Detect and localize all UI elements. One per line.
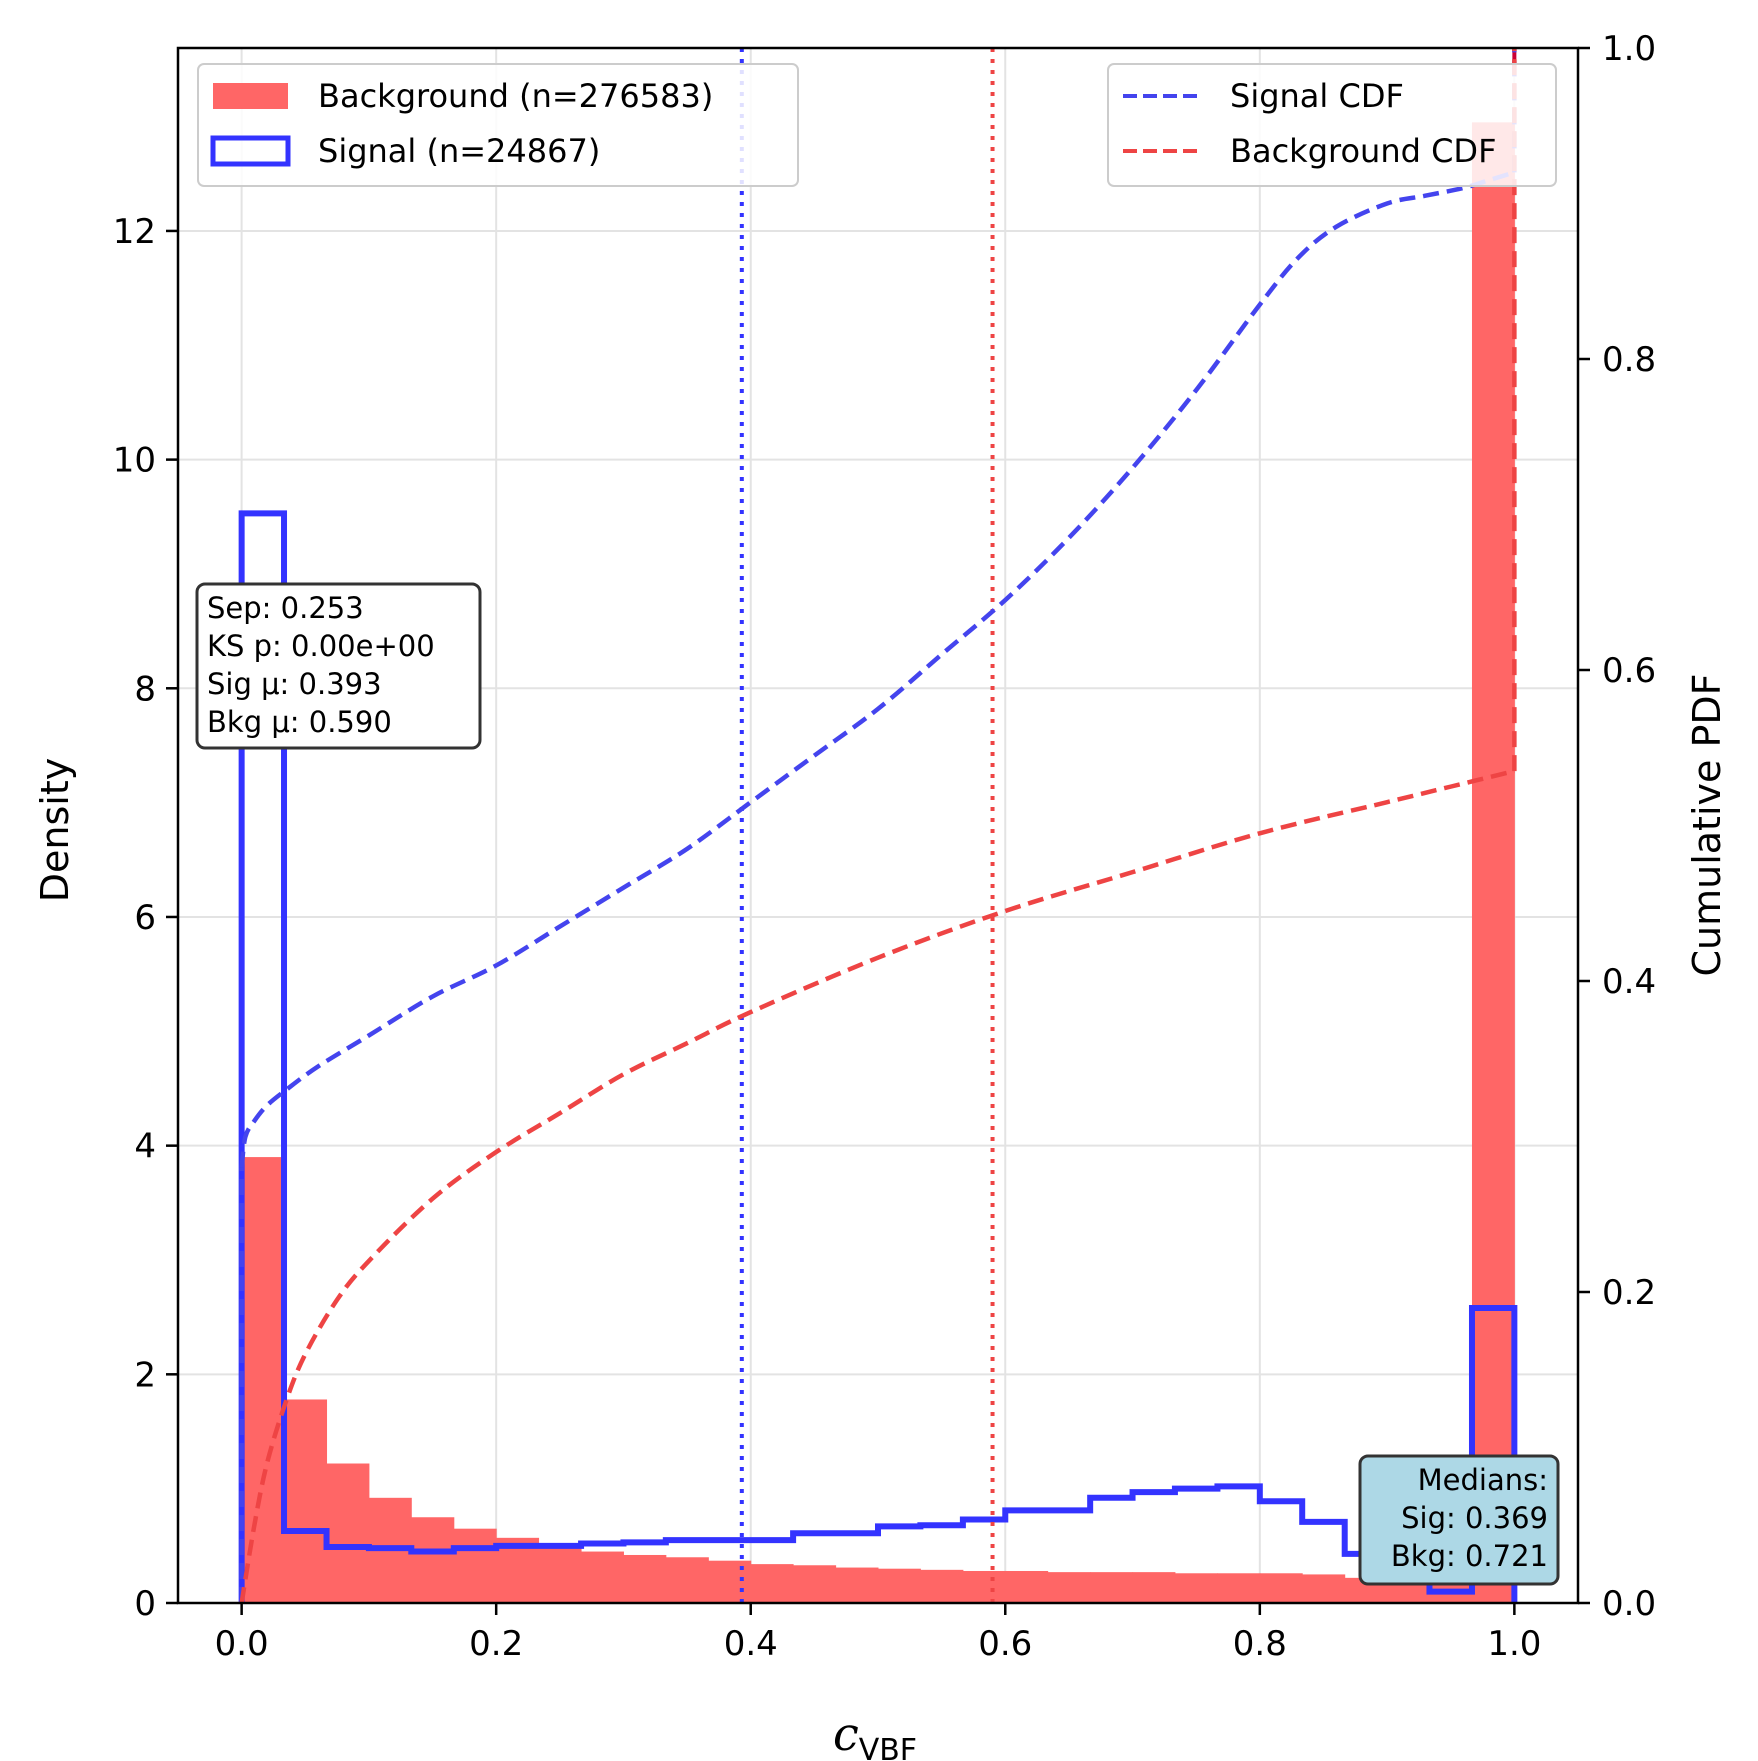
y-left-tick-label-5: 10 bbox=[113, 441, 156, 481]
x-axis-label-sub: VBF bbox=[859, 1733, 917, 1761]
mean-lines bbox=[739, 48, 1517, 1603]
cdf-curves bbox=[239, 48, 1517, 1604]
legend-cdf: Signal CDF Background CDF bbox=[1107, 63, 1557, 187]
x-tick-label-1: 0.2 bbox=[469, 1624, 523, 1664]
background-bar-16 bbox=[920, 1569, 964, 1603]
x-tick-label-0: 0.0 bbox=[215, 1624, 269, 1664]
signal-cdf-line bbox=[239, 170, 1516, 1168]
x-tick-label-4: 0.8 bbox=[1233, 1624, 1287, 1664]
y-right-tick-label-4: 0.8 bbox=[1602, 340, 1656, 380]
background-bar-11 bbox=[708, 1560, 752, 1603]
legend-swatch-background bbox=[213, 83, 288, 109]
x-axis-label: cVBF bbox=[833, 1707, 917, 1761]
background-bar-4 bbox=[411, 1517, 455, 1603]
y-axis-label-left: Density bbox=[33, 758, 77, 902]
background-histogram bbox=[241, 122, 1515, 1604]
y-left-tick-label-0: 0 bbox=[134, 1584, 156, 1624]
plot-frame bbox=[176, 46, 1580, 1605]
background-bar-19 bbox=[1047, 1572, 1091, 1603]
background-bar-21 bbox=[1132, 1572, 1176, 1603]
y-left-tick-label-4: 8 bbox=[134, 669, 156, 709]
background-bar-25 bbox=[1302, 1574, 1346, 1603]
x-axis-label-main: c bbox=[833, 1707, 859, 1761]
legend-label-background-cdf: Background CDF bbox=[1230, 132, 1496, 170]
y-right-tick-label-5: 1.0 bbox=[1602, 29, 1656, 69]
legend-histograms: Background (n=276583) Signal (n=24867) bbox=[197, 63, 799, 187]
background-bar-14 bbox=[835, 1567, 879, 1603]
y-left-tick-label-1: 2 bbox=[134, 1355, 156, 1395]
background-bar-23 bbox=[1217, 1573, 1261, 1603]
background-cdf-line bbox=[239, 768, 1515, 1604]
tick-labels: 0.0 0.2 0.4 0.6 0.8 1.0 0 2 4 6 8 10 12 0.0 0.2 0.4 0.6 0… bbox=[113, 29, 1656, 1664]
stats-line-sig-mean: Sig μ: 0.393 bbox=[207, 667, 382, 701]
axes bbox=[166, 46, 1590, 1615]
legend-label-signal: Signal (n=24867) bbox=[318, 132, 600, 170]
medians-signal: Sig: 0.369 bbox=[1401, 1501, 1548, 1535]
background-bar-13 bbox=[793, 1565, 837, 1603]
background-bar-8 bbox=[581, 1551, 624, 1603]
stats-box: Sep: 0.253 KS p: 0.00e+00 Sig μ: 0.393 B… bbox=[195, 582, 482, 750]
background-bar-29 bbox=[1471, 122, 1515, 1604]
background-bar-18 bbox=[1005, 1570, 1049, 1603]
stats-line-separation: Sep: 0.253 bbox=[207, 591, 364, 625]
y-axis-label-right: Cumulative PDF bbox=[1685, 674, 1729, 977]
y-right-tick-label-0: 0.0 bbox=[1602, 1584, 1656, 1624]
y-right-tick-label-3: 0.6 bbox=[1602, 651, 1656, 691]
signal-step-line bbox=[238, 510, 1518, 1603]
medians-title: Medians: bbox=[1418, 1463, 1548, 1497]
y-left-tick-label-6: 12 bbox=[113, 212, 156, 252]
background-bar-17 bbox=[962, 1570, 1006, 1603]
legend-label-signal-cdf: Signal CDF bbox=[1230, 77, 1404, 115]
x-tick-label-5: 1.0 bbox=[1487, 1624, 1541, 1664]
background-bar-15 bbox=[878, 1568, 921, 1603]
background-bar-0 bbox=[241, 1157, 285, 1603]
x-tick-label-3: 0.6 bbox=[978, 1624, 1032, 1664]
x-tick-label-2: 0.4 bbox=[724, 1624, 778, 1664]
background-bar-5 bbox=[453, 1528, 497, 1603]
signal-histogram bbox=[238, 510, 1518, 1603]
background-bar-2 bbox=[326, 1463, 370, 1603]
stats-line-ks: KS p: 0.00e+00 bbox=[207, 629, 435, 663]
y-right-tick-label-1: 0.2 bbox=[1602, 1273, 1656, 1313]
legend-label-background: Background (n=276583) bbox=[318, 77, 713, 115]
y-right-tick-label-2: 0.4 bbox=[1602, 962, 1656, 1002]
background-bar-9 bbox=[623, 1554, 667, 1603]
y-left-tick-label-3: 6 bbox=[134, 898, 156, 938]
medians-background: Bkg: 0.721 bbox=[1391, 1539, 1548, 1573]
background-bar-24 bbox=[1259, 1573, 1303, 1603]
background-bar-1 bbox=[284, 1399, 328, 1603]
stats-line-bkg-mean: Bkg μ: 0.590 bbox=[207, 705, 392, 739]
background-bar-12 bbox=[750, 1564, 794, 1603]
y-left-tick-label-2: 4 bbox=[134, 1127, 156, 1167]
grid-layer bbox=[178, 48, 1578, 1604]
legend-swatch-signal bbox=[210, 135, 291, 167]
medians-box: Medians: Sig: 0.369 Bkg: 0.721 bbox=[1358, 1454, 1560, 1586]
background-bar-27 bbox=[1387, 1580, 1430, 1603]
background-bar-20 bbox=[1090, 1572, 1134, 1603]
background-bar-10 bbox=[665, 1557, 709, 1603]
background-bar-7 bbox=[538, 1545, 582, 1603]
background-bar-22 bbox=[1174, 1573, 1218, 1603]
